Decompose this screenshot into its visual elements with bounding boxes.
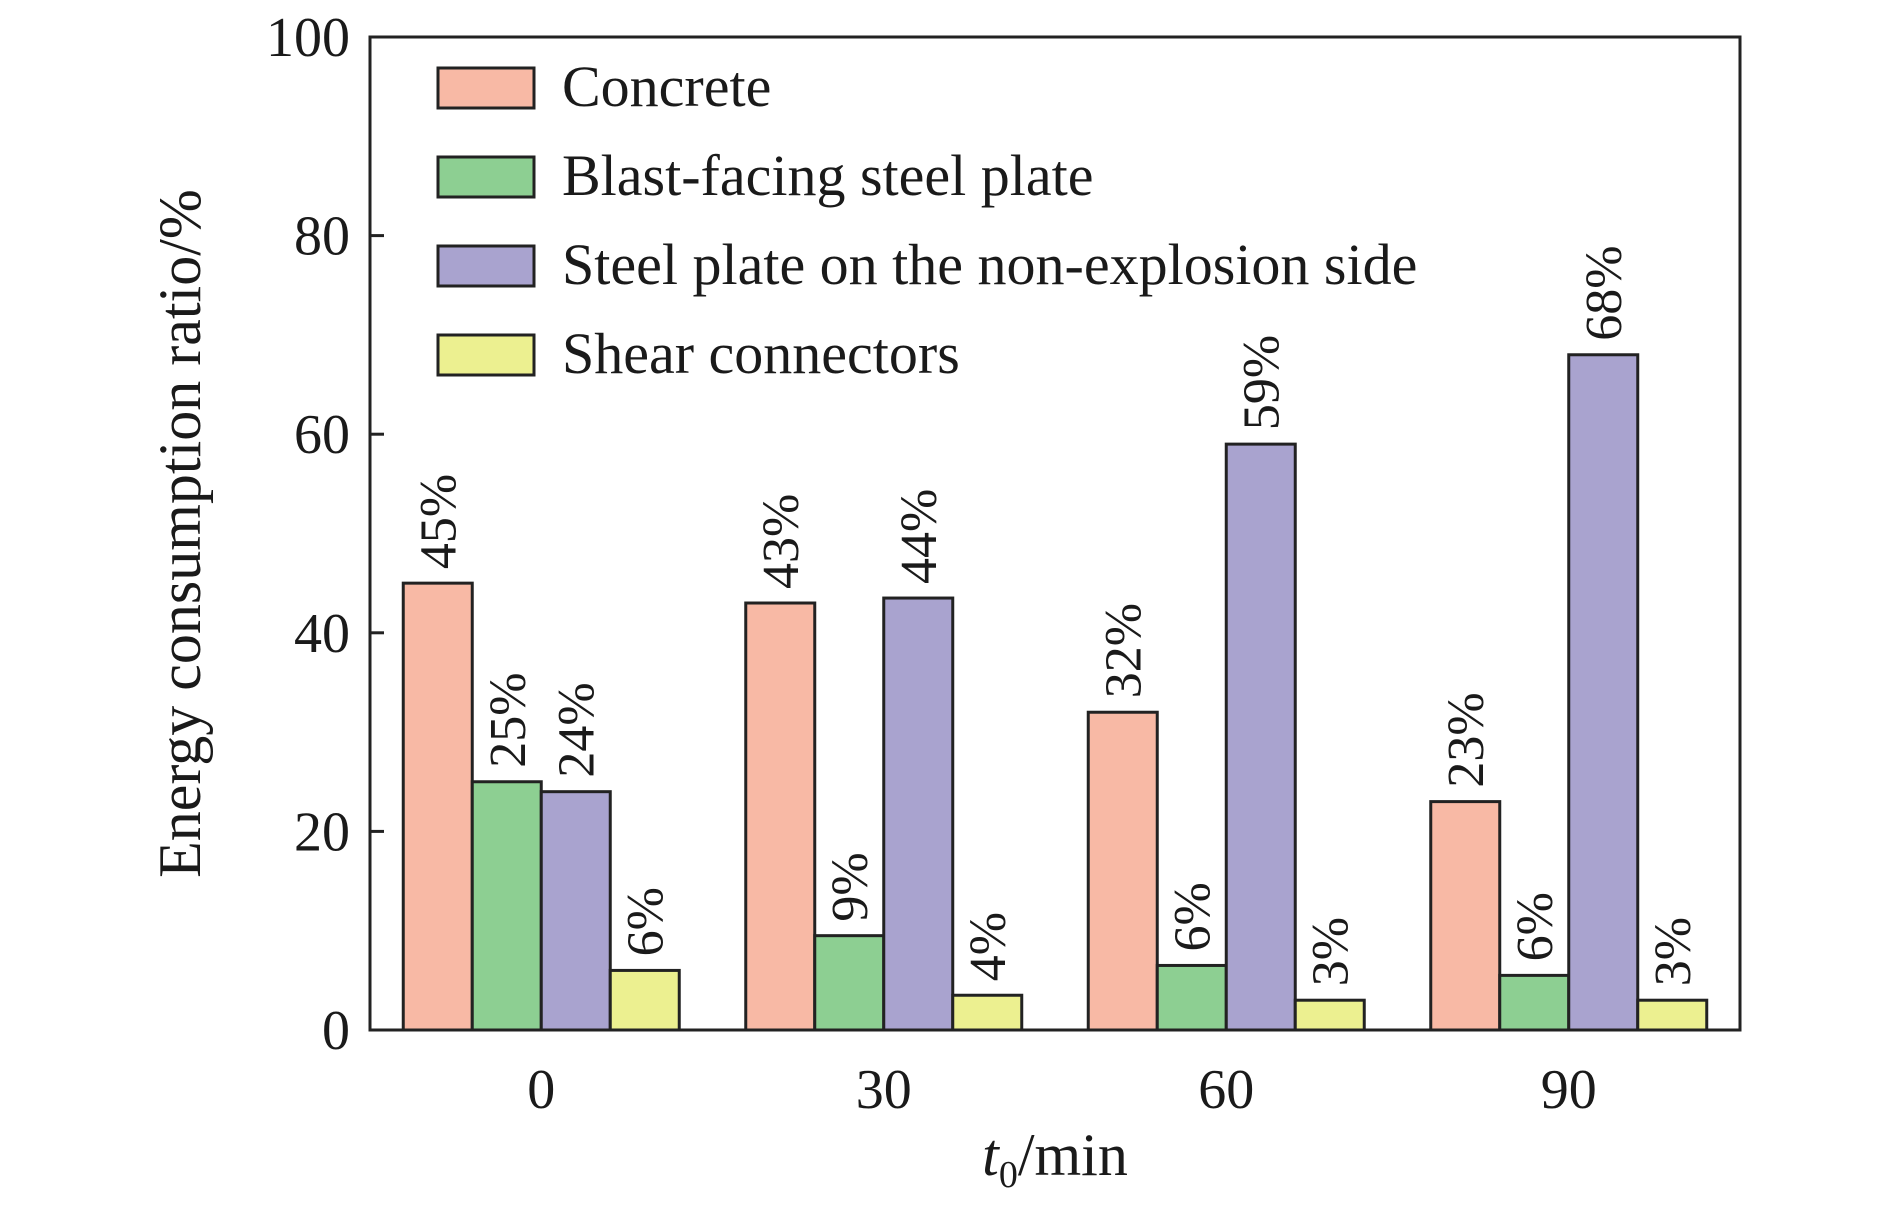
y-tick-label: 60 (294, 404, 350, 466)
legend-swatch (436, 66, 536, 110)
data-label: 9% (822, 852, 879, 921)
bar (1224, 442, 1297, 1032)
bar (1293, 998, 1366, 1032)
y-tick-label: 40 (294, 603, 350, 665)
data-label: 4% (960, 912, 1017, 981)
y-tick-label: 20 (294, 801, 350, 863)
y-tick-label: 80 (294, 206, 350, 268)
bar (1636, 998, 1709, 1032)
x-axis-title-main: t (982, 1122, 1000, 1188)
bar (744, 601, 817, 1032)
data-label: 6% (618, 887, 675, 956)
bar (813, 934, 886, 1032)
data-label: 44% (891, 489, 948, 584)
x-tick-label: 60 (1198, 1059, 1254, 1121)
data-label: 3% (1645, 917, 1702, 986)
legend-label: Steel plate on the non-explosion side (562, 232, 1417, 297)
y-axis-title: Energy consumption ratio/% (147, 189, 213, 878)
bar (1429, 800, 1502, 1032)
x-tick-label: 0 (527, 1059, 555, 1121)
bar (401, 581, 474, 1032)
legend-swatch (436, 333, 536, 377)
bar (1498, 973, 1571, 1032)
data-label: 68% (1576, 245, 1633, 340)
legend: Concrete Blast-facing steel plate Steel pl… (436, 54, 1417, 386)
bar (470, 780, 543, 1032)
x-axis-title-unit: /min (1018, 1122, 1128, 1188)
x-axis-title: t0/min (982, 1122, 1128, 1196)
data-label: 3% (1303, 917, 1360, 986)
x-axis-title-subscript: 0 (999, 1154, 1018, 1196)
data-label: 59% (1234, 335, 1291, 430)
bar (608, 968, 681, 1032)
legend-swatch (436, 244, 536, 288)
data-label: 6% (1165, 882, 1222, 951)
data-label: 45% (411, 474, 468, 569)
data-label: 23% (1438, 692, 1495, 787)
legend-label: Concrete (562, 54, 771, 119)
data-label: 25% (480, 672, 537, 767)
x-tick-label: 90 (1541, 1059, 1597, 1121)
bar (1086, 710, 1159, 1032)
x-tick-label: 30 (856, 1059, 912, 1121)
plot-frame (368, 35, 1742, 1032)
data-labels-layer: 45% 25% 24% 6% 43% 9% 44% 4% 32% 6% 59% 3% 23% 6% 68% 3… (411, 245, 1703, 986)
bar (1567, 353, 1640, 1032)
bar (951, 993, 1024, 1032)
legend-label: Shear connectors (562, 321, 960, 386)
bars-layer (401, 353, 1709, 1032)
bar (539, 790, 612, 1032)
bar (1155, 963, 1228, 1032)
y-tick-label: 0 (322, 1000, 350, 1062)
y-axis-ticks: 0 20 40 60 80 100 (266, 7, 384, 1062)
data-label: 24% (549, 682, 606, 777)
legend-swatch (436, 155, 536, 199)
y-tick-label: 100 (266, 7, 350, 69)
data-label: 6% (1507, 892, 1564, 961)
legend-label: Blast-facing steel plate (562, 143, 1093, 208)
data-label: 32% (1096, 603, 1153, 698)
bar (882, 596, 955, 1032)
x-axis-ticks: 0 30 60 90 (527, 1059, 1597, 1121)
data-label: 43% (753, 494, 810, 589)
